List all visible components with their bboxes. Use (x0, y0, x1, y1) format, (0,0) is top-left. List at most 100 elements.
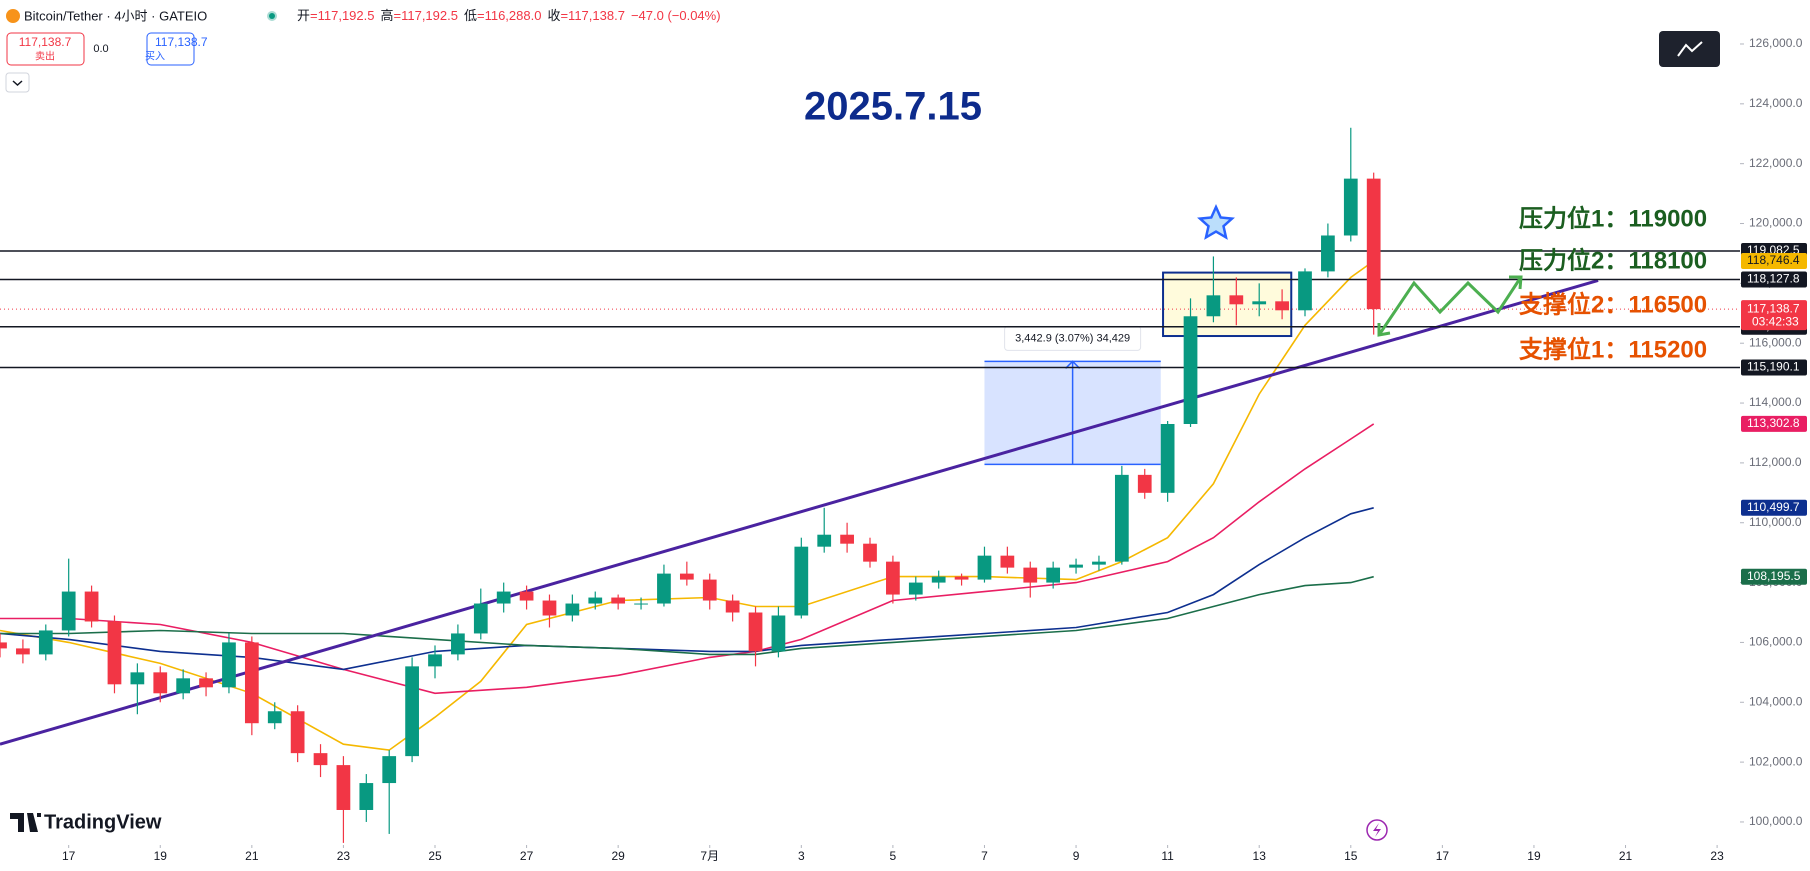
candle-body (0, 642, 7, 649)
candle-body (794, 546, 809, 616)
candle-body (1183, 316, 1198, 424)
level-badge (1741, 359, 1807, 376)
candle-body (748, 612, 763, 652)
ma-badge (1741, 568, 1807, 585)
annotation: 支撑位2：116500 (1519, 290, 1707, 318)
candle-body (382, 756, 397, 784)
moving-average (0, 507, 1374, 671)
x-tick-label: 13 (1253, 849, 1267, 863)
alert-bolt (1373, 823, 1381, 837)
candle-body (679, 573, 694, 580)
candle-body (473, 603, 488, 634)
candle-body (542, 600, 557, 616)
x-tick-label: 19 (154, 849, 168, 863)
ohlc: 开=117,192.5 高=117,192.5 低=116,288.0 收=117,1… (297, 8, 721, 23)
annotation: 压力位2：118100 (1519, 246, 1707, 274)
y-tick-label: 104,000.0 (1749, 694, 1803, 708)
range-box (1162, 271, 1293, 338)
candle-body (657, 573, 671, 604)
y-tick-label: 102,000.0 (1749, 754, 1803, 768)
trendline (0, 278, 1599, 746)
buy-button[interactable] (146, 32, 195, 66)
candle-body (1046, 567, 1061, 583)
status-dot-core (269, 13, 275, 19)
projection-arrow-start (1377, 323, 1391, 337)
moving-average (0, 260, 1375, 751)
y-tick-label: 126,000.0 (1749, 36, 1803, 50)
candle-body (1206, 295, 1221, 317)
y-tick-label: 114,000.0 (1749, 395, 1802, 409)
coin-icon (6, 9, 20, 23)
measure-arrow (1065, 360, 1081, 465)
ma-badge-label: 110,499.7 (1747, 500, 1800, 514)
ohlc-key: 高 (380, 8, 393, 23)
candle-body (290, 711, 305, 754)
candle-body (176, 678, 191, 694)
candle-body (130, 672, 145, 685)
ohlc-key: 收 (547, 8, 560, 23)
ohlc-value: =117,192.5 (310, 8, 374, 23)
symbol: Bitcoin/Tether · 4小时 · GATEIO (24, 8, 207, 23)
projection-arrow (1509, 275, 1523, 290)
candle-body (1229, 295, 1244, 305)
x-tick-label: 5 (890, 849, 897, 863)
candle-body (954, 576, 969, 580)
candle-body (886, 561, 900, 595)
candle-body (1275, 301, 1289, 311)
ohlc-value: =117,138.7 (560, 8, 624, 23)
x-tick-label: 15 (1344, 849, 1358, 863)
candle-body (336, 765, 351, 810)
candle-body (16, 648, 30, 655)
candle-body (1321, 235, 1335, 272)
chart-title: 2025.7.15 (804, 85, 982, 129)
candle-body (702, 579, 717, 601)
candle-body (931, 576, 946, 583)
x-tick-label: 21 (245, 849, 259, 863)
countdown: 03:42:33 (1752, 314, 1799, 328)
candle-body (1298, 271, 1312, 311)
sell-price: 117,138.7 (19, 35, 72, 49)
tool-icon (1677, 41, 1703, 57)
candle-body (38, 630, 53, 655)
ohlc-value: =116,288.0 (477, 8, 541, 23)
candle-body (359, 783, 374, 810)
candle-body (244, 642, 259, 724)
candle-body (817, 534, 832, 547)
projection-path (1377, 276, 1523, 336)
x-tick-label: 3 (798, 849, 805, 863)
x-tick-label: 27 (520, 849, 534, 863)
sell-label: 卖出 (35, 50, 55, 63)
y-tick-label: 116,000.0 (1749, 335, 1802, 349)
candle-body (1114, 474, 1129, 562)
candle-body (222, 642, 236, 688)
x-tick-label: 21 (1619, 849, 1633, 863)
candle-body (1252, 301, 1267, 305)
collapse-button[interactable] (5, 72, 30, 93)
candle-body (908, 582, 923, 595)
x-tick-label: 7 (981, 849, 988, 863)
candle-body (1366, 178, 1381, 310)
candle-body (405, 666, 419, 757)
ohlc-key: 低 (464, 8, 477, 23)
level-badge (1741, 271, 1807, 288)
x-tick-label: 17 (62, 849, 76, 863)
brand-logo (10, 813, 41, 832)
measure-label: 3,442.9 (3.07%) 34,429 (1015, 332, 1130, 344)
candle-body (519, 591, 534, 601)
annotation: 压力位1：119000 (1519, 204, 1707, 232)
candle-body (496, 591, 511, 604)
price-axis: 100,000.0 102,000.0 104,000.0 106,000.0 108,… (1740, 36, 1807, 828)
candle-body (1069, 564, 1083, 568)
sell-button[interactable] (6, 32, 85, 66)
annotation: 支撑位1：115200 (1519, 335, 1707, 363)
buy-price: 117,138.7 (155, 35, 208, 49)
change: −47.0 (−0.04%) (631, 8, 721, 23)
candle-body (565, 603, 580, 616)
alert-icon[interactable] (1366, 819, 1388, 841)
candle-body (977, 555, 992, 580)
chevron (12, 80, 23, 87)
candle-body (199, 678, 213, 688)
x-tick-label: 9 (1073, 849, 1080, 863)
